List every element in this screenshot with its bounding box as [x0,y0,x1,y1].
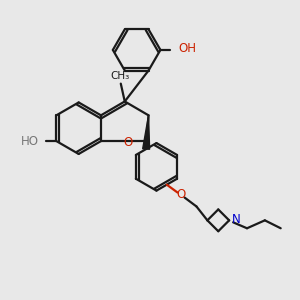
Polygon shape [143,115,150,149]
Text: O: O [176,188,185,201]
Text: O: O [123,136,132,148]
Text: HO: HO [20,135,38,148]
Text: N: N [232,213,241,226]
Text: CH₃: CH₃ [110,71,129,81]
Text: OH: OH [178,42,196,56]
